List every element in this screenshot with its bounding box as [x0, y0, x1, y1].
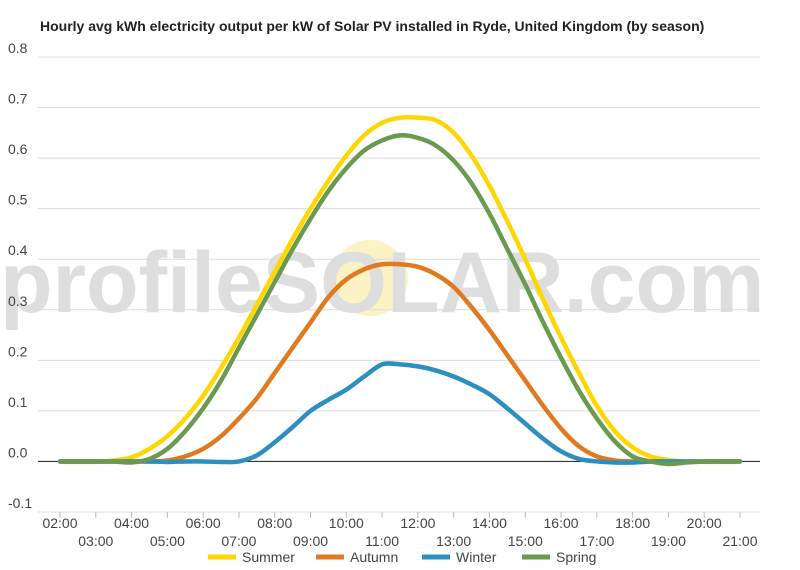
legend-label-spring: Spring — [556, 549, 596, 565]
chart-title: Hourly avg kWh electricity output per kW… — [40, 18, 705, 34]
x-tick-label: 15:00 — [508, 533, 543, 549]
y-tick-label: 0.2 — [8, 343, 28, 359]
x-tick-label: 09:00 — [293, 533, 328, 549]
y-tick-label: 0.6 — [8, 141, 28, 157]
x-tick-label: 05:00 — [150, 533, 185, 549]
y-tick-label: 0.0 — [8, 444, 28, 460]
x-tick-label: 16:00 — [544, 515, 579, 531]
x-tick-label: 04:00 — [114, 515, 149, 531]
y-tick-label: 0.7 — [8, 91, 28, 107]
y-tick-label: 0.5 — [8, 192, 28, 208]
y-tick-label: 0.4 — [8, 242, 28, 258]
y-tick-label: 0.3 — [8, 293, 28, 309]
series-lines — [57, 114, 743, 467]
legend-label-summer: Summer — [242, 549, 295, 565]
watermark: profileSOLAR.com — [0, 235, 765, 331]
x-tick-label: 03:00 — [78, 533, 113, 549]
series-line-spring — [57, 133, 743, 467]
x-tick-label: 13:00 — [436, 533, 471, 549]
x-tick-label: 02:00 — [42, 515, 77, 531]
x-tick-label: 11:00 — [365, 533, 399, 549]
y-tick-label: -0.1 — [8, 495, 32, 511]
x-tick-label: 07:00 — [221, 533, 256, 549]
legend: Summer Autumn Winter Spring — [208, 549, 596, 565]
watermark-text: profileSOLAR.com — [0, 235, 765, 331]
x-axis-ticks: 02:0003:0004:0005:0006:0007:0008:0009:00… — [42, 512, 758, 549]
legend-label-winter: Winter — [456, 549, 497, 565]
y-tick-label: 0.1 — [8, 394, 28, 410]
x-tick-label: 12:00 — [400, 515, 435, 531]
x-tick-label: 06:00 — [186, 515, 221, 531]
x-tick-label: 20:00 — [687, 515, 722, 531]
x-tick-label: 10:00 — [329, 515, 364, 531]
x-tick-label: 17:00 — [579, 533, 614, 549]
x-tick-label: 08:00 — [257, 515, 292, 531]
x-tick-label: 18:00 — [615, 515, 650, 531]
x-tick-label: 19:00 — [651, 533, 686, 549]
legend-label-autumn: Autumn — [350, 549, 398, 565]
y-axis-ticks: -0.1 0.0 0.1 0.2 0.3 0.4 0.5 0.6 0.7 0.8 — [8, 40, 32, 511]
series-line-summer — [57, 114, 743, 464]
y-tick-label: 0.8 — [8, 40, 28, 56]
x-tick-label: 14:00 — [472, 515, 507, 531]
x-tick-label: 21:00 — [722, 533, 757, 549]
series-line-winter — [57, 361, 743, 465]
